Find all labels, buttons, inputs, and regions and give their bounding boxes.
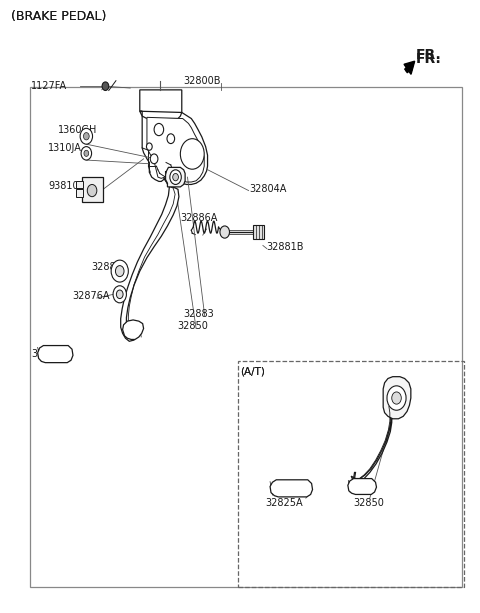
Circle shape xyxy=(170,170,181,185)
Polygon shape xyxy=(270,480,312,497)
Text: (BRAKE PEDAL): (BRAKE PEDAL) xyxy=(11,10,106,23)
Polygon shape xyxy=(166,167,185,187)
Polygon shape xyxy=(351,404,392,482)
Text: 32850: 32850 xyxy=(177,321,208,331)
Text: FR.: FR. xyxy=(416,52,442,66)
Text: 93810A: 93810A xyxy=(48,181,85,191)
Text: 32883: 32883 xyxy=(91,262,122,272)
Bar xyxy=(30,87,462,587)
Text: 32804A: 32804A xyxy=(250,185,287,194)
Text: 1360GH: 1360GH xyxy=(58,124,97,134)
Text: 32876A: 32876A xyxy=(72,291,109,301)
Circle shape xyxy=(102,82,109,91)
Bar xyxy=(238,362,464,587)
Polygon shape xyxy=(383,376,411,419)
Text: 32886A: 32886A xyxy=(180,213,218,223)
Circle shape xyxy=(116,265,124,276)
Circle shape xyxy=(180,139,204,169)
Text: 32881B: 32881B xyxy=(266,242,304,252)
Circle shape xyxy=(81,147,92,160)
Circle shape xyxy=(146,143,152,150)
Circle shape xyxy=(84,150,89,156)
Text: (BRAKE PEDAL): (BRAKE PEDAL) xyxy=(11,10,106,23)
Text: 1127FA: 1127FA xyxy=(31,81,67,91)
Text: 32800B: 32800B xyxy=(184,76,221,86)
Circle shape xyxy=(84,132,89,140)
Bar xyxy=(76,181,83,188)
Bar xyxy=(253,225,264,239)
Polygon shape xyxy=(122,320,144,340)
Text: 32850: 32850 xyxy=(354,498,384,508)
Polygon shape xyxy=(37,346,73,363)
Circle shape xyxy=(113,286,126,303)
Circle shape xyxy=(80,128,93,144)
Circle shape xyxy=(220,226,229,238)
Text: 32883: 32883 xyxy=(184,309,215,319)
Circle shape xyxy=(167,134,175,143)
Circle shape xyxy=(111,260,128,282)
Circle shape xyxy=(173,173,179,181)
Polygon shape xyxy=(147,117,204,182)
Polygon shape xyxy=(120,178,179,341)
Circle shape xyxy=(154,123,164,135)
Text: 32825: 32825 xyxy=(32,349,62,359)
Circle shape xyxy=(150,154,158,164)
Polygon shape xyxy=(348,479,376,495)
Circle shape xyxy=(116,290,123,299)
Text: 1310JA: 1310JA xyxy=(48,143,82,153)
Text: FR.: FR. xyxy=(416,48,442,62)
Bar xyxy=(76,189,83,197)
Circle shape xyxy=(392,392,401,404)
FancyArrow shape xyxy=(404,61,415,74)
Text: (A/T): (A/T) xyxy=(240,366,265,376)
Text: (A/T): (A/T) xyxy=(240,366,265,376)
Circle shape xyxy=(87,185,97,197)
Circle shape xyxy=(387,386,406,410)
Bar xyxy=(82,177,103,202)
Text: 32825A: 32825A xyxy=(265,498,302,508)
